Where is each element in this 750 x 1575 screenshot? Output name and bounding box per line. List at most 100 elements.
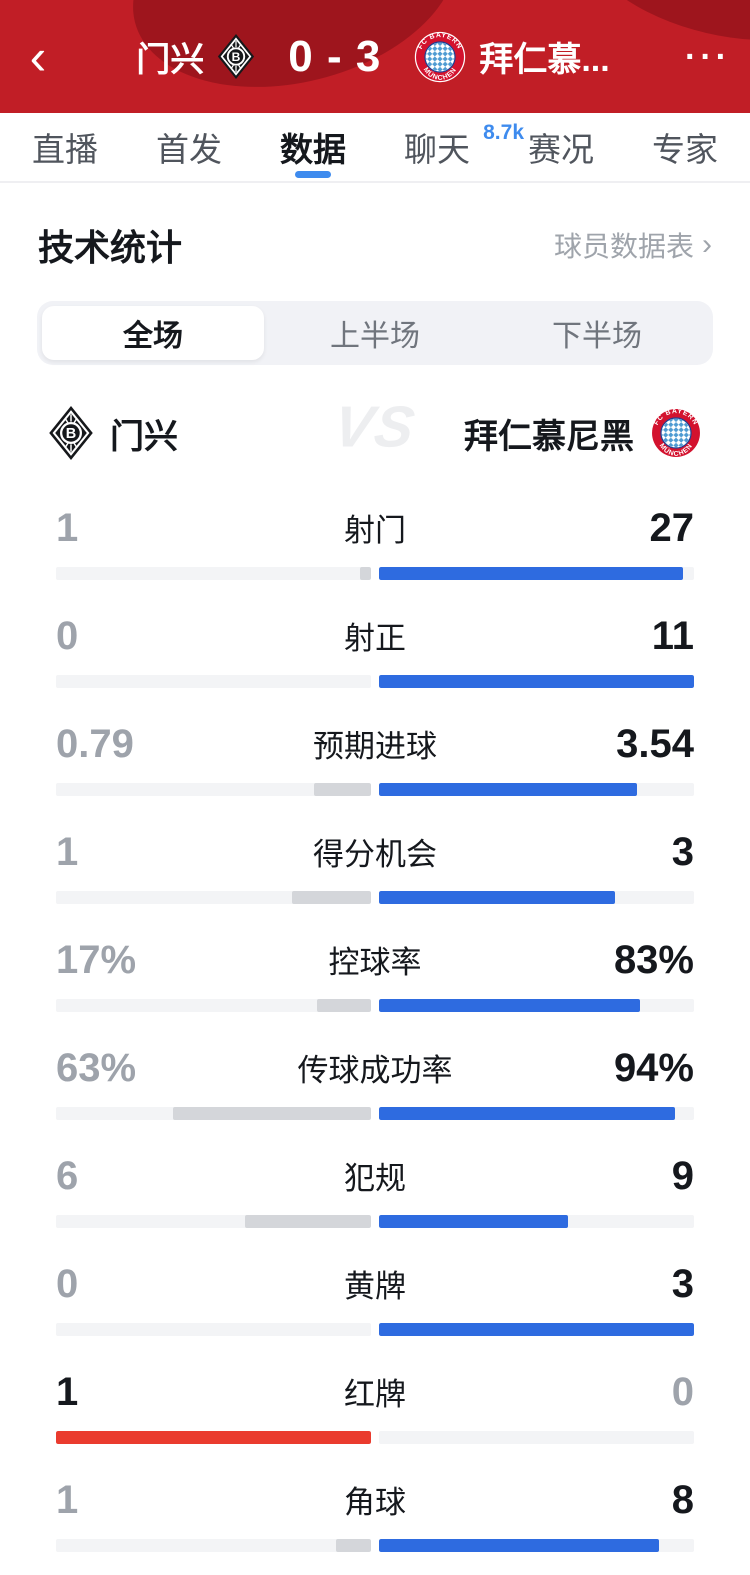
home-bar <box>56 1431 371 1444</box>
home-bar <box>56 783 371 796</box>
home-team: B 门兴 <box>48 405 178 461</box>
away-value: 11 <box>651 614 694 658</box>
home-value: 1 <box>56 830 79 874</box>
home-team-name: 门兴 <box>110 417 178 456</box>
away-bar <box>379 1431 694 1444</box>
tab-专家[interactable]: 专家 <box>650 113 720 181</box>
tab-赛况[interactable]: 赛况 <box>526 113 596 181</box>
stat-label: 犯规 <box>344 1161 406 1196</box>
home-value: 1 <box>56 506 79 550</box>
stat-label: 预期进球 <box>313 729 437 764</box>
stat-row: 1 射门 27 <box>56 481 694 589</box>
header-away-name: 拜仁慕... <box>479 41 610 79</box>
stat-row: 0 黄牌 3 <box>56 1237 694 1345</box>
home-bar <box>56 891 371 904</box>
tab-首发[interactable]: 首发 <box>154 113 224 181</box>
tab-数据[interactable]: 数据 <box>278 113 348 181</box>
stat-label: 传球成功率 <box>297 1053 453 1088</box>
stats-section-header: 技术统计 球员数据表 › <box>0 183 750 301</box>
home-bar <box>56 1215 371 1228</box>
away-bar <box>379 783 694 796</box>
stat-row: 0.79 预期进球 3.54 <box>56 697 694 805</box>
stat-label: 得分机会 <box>313 837 437 872</box>
home-value: 63% <box>56 1046 137 1090</box>
home-value: 0 <box>56 1262 79 1306</box>
away-value: 83% <box>613 938 694 982</box>
stat-row: 1 得分机会 3 <box>56 805 694 913</box>
away-value: 3 <box>671 830 694 874</box>
home-value: 0.79 <box>56 722 134 766</box>
bayern-badge-icon: FC BAYERN MÜNCHEN <box>415 31 466 82</box>
vs-watermark: VS <box>329 394 421 460</box>
away-bar <box>379 675 694 688</box>
stat-bar <box>56 1107 694 1120</box>
stat-label: 红牌 <box>344 1377 406 1412</box>
home-bar <box>56 675 371 688</box>
away-bar <box>379 567 694 580</box>
back-icon: ‹ <box>29 28 47 85</box>
away-bar <box>379 1215 694 1228</box>
header-scoreline: 门兴 B 0 - 3 FC BAYERN MÜNCHEN 拜仁慕... <box>64 31 682 83</box>
stat-label: 黄牌 <box>344 1269 406 1304</box>
svg-text:B: B <box>66 426 76 442</box>
svg-text:B: B <box>232 50 241 64</box>
bayern-badge-icon: FC BAYERN MÜNCHEN <box>650 407 702 459</box>
away-value: 0 <box>671 1370 694 1414</box>
away-value: 8 <box>671 1478 694 1522</box>
segment-全场[interactable]: 全场 <box>42 306 264 360</box>
stat-bar <box>56 567 694 580</box>
period-segmented-control: 全场 上半场 下半场 <box>37 301 713 365</box>
tab-直播[interactable]: 直播 <box>30 113 100 181</box>
away-team: 拜仁慕尼黑 FC BAYERN MÜNCHEN <box>464 407 702 459</box>
more-button[interactable]: ··· <box>682 40 734 74</box>
score: 0 - 3 <box>288 31 382 81</box>
home-bar <box>56 567 371 580</box>
home-bar <box>56 1107 371 1120</box>
away-value: 3.54 <box>616 722 694 766</box>
stat-row: 1 红牌 0 <box>56 1345 694 1453</box>
stat-bar <box>56 1431 694 1444</box>
stat-label: 控球率 <box>328 945 422 980</box>
stat-row: 0 射正 11 <box>56 589 694 697</box>
home-bar <box>56 1323 371 1336</box>
away-bar <box>379 1539 694 1552</box>
tab-聊天[interactable]: 聊天 8.7k <box>402 113 524 181</box>
teams-row: B 门兴 VS 拜仁慕尼黑 FC BAYERN MÜNCHEN <box>0 365 750 475</box>
match-header: ‹ 门兴 B 0 - 3 FC BAYERN MÜNCHEN 拜仁慕... ··… <box>0 0 750 113</box>
away-bar <box>379 1323 694 1336</box>
away-value: 94% <box>613 1046 694 1090</box>
away-bar <box>379 1107 694 1120</box>
chat-count-badge: 8.7k <box>483 121 524 144</box>
home-value: 6 <box>56 1154 79 1198</box>
active-tab-underline-icon <box>295 171 331 178</box>
player-data-link[interactable]: 球员数据表 › <box>554 225 712 265</box>
stat-row: 63% 传球成功率 94% <box>56 1021 694 1129</box>
player-data-link-label: 球员数据表 <box>553 231 694 262</box>
away-value: 27 <box>649 506 695 550</box>
stat-row: 1 角球 8 <box>56 1453 694 1561</box>
header-home-name: 门兴 <box>136 41 205 79</box>
home-value: 17% <box>56 938 137 982</box>
stat-label: 角球 <box>344 1485 406 1520</box>
back-button[interactable]: ‹ <box>12 32 64 82</box>
moenchengladbach-badge-icon: B <box>218 34 255 79</box>
stat-bar <box>56 783 694 796</box>
away-bar <box>379 999 694 1012</box>
stat-bar <box>56 1215 694 1228</box>
segment-上半场[interactable]: 上半场 <box>264 306 486 360</box>
stat-row: 6 犯规 9 <box>56 1129 694 1237</box>
stats-list: 1 射门 27 0 射正 11 0.79 预期进球 3.54 <box>0 475 750 1561</box>
stat-label: 射正 <box>344 621 406 656</box>
stat-bar <box>56 999 694 1012</box>
stat-bar <box>56 891 694 904</box>
away-bar <box>379 891 694 904</box>
tab-bar: 直播 首发 数据 聊天 8.7k 赛况 专家 <box>0 113 750 183</box>
section-title: 技术统计 <box>38 227 183 268</box>
segment-下半场[interactable]: 下半场 <box>486 306 708 360</box>
away-value: 3 <box>671 1262 694 1306</box>
moenchengladbach-badge-icon: B <box>49 406 93 460</box>
home-bar <box>56 1539 371 1552</box>
stat-bar <box>56 675 694 688</box>
away-team-name: 拜仁慕尼黑 <box>464 417 634 456</box>
more-icon: ··· <box>685 37 731 76</box>
